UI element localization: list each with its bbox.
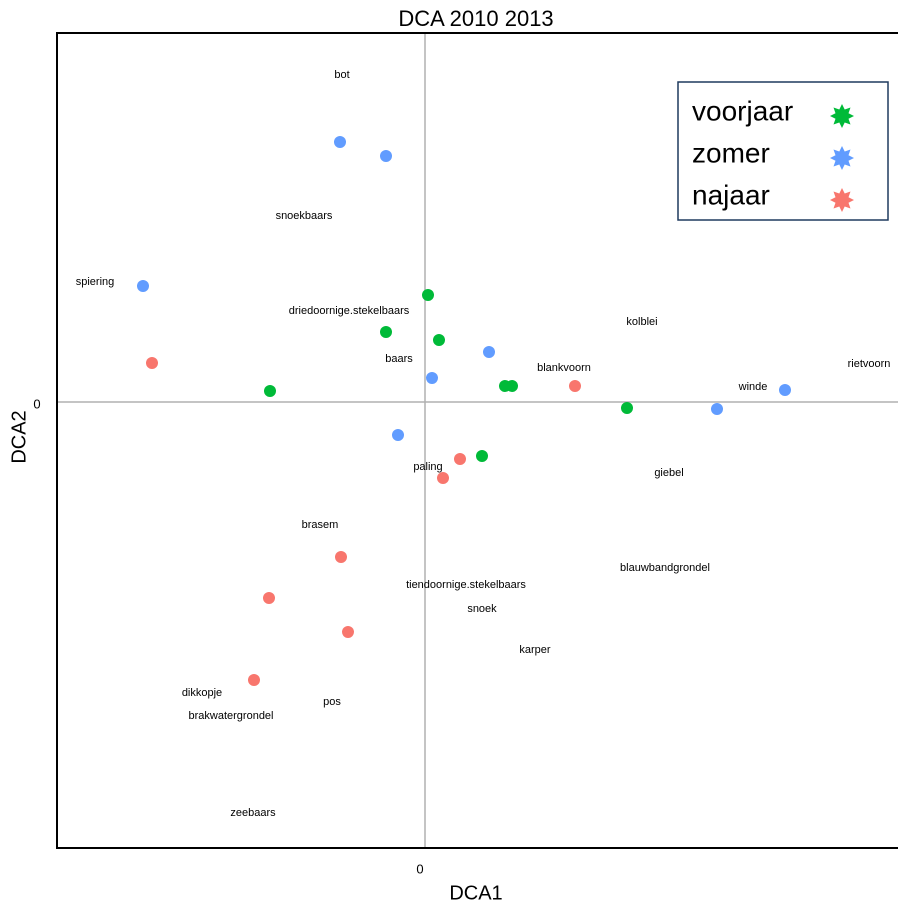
legend-label: voorjaar xyxy=(692,95,793,126)
species-label: spiering xyxy=(76,276,115,288)
species-label: brakwatergrondel xyxy=(189,710,274,722)
species-label: snoek xyxy=(467,603,497,615)
point xyxy=(263,592,275,604)
species-label: blankvoorn xyxy=(537,362,591,374)
point xyxy=(437,472,449,484)
point xyxy=(621,402,633,414)
point xyxy=(476,450,488,462)
point xyxy=(334,136,346,148)
legend-label: zomer xyxy=(692,137,770,168)
legend-box xyxy=(677,81,889,221)
x-tick-label: 0 xyxy=(416,861,423,876)
legend: voorjaar zomer najaar xyxy=(677,81,889,221)
species-label: zeebaars xyxy=(230,807,276,819)
species-label: snoekbaars xyxy=(276,210,333,222)
point xyxy=(137,280,149,292)
point xyxy=(248,674,260,686)
species-label: tiendoornige.stekelbaars xyxy=(406,579,526,591)
legend-marker xyxy=(830,104,854,128)
species-label: brasem xyxy=(302,519,339,531)
point xyxy=(335,551,347,563)
species-label: winde xyxy=(738,381,768,393)
species-label: bot xyxy=(334,69,349,81)
x-axis-label: DCA1 xyxy=(449,882,502,904)
point xyxy=(506,380,518,392)
point xyxy=(426,372,438,384)
point xyxy=(483,346,495,358)
legend-marker xyxy=(830,146,854,170)
species-label: rietvoorn xyxy=(848,358,891,370)
legend-marker xyxy=(830,188,854,212)
y-tick-label: 0 xyxy=(33,396,40,411)
point xyxy=(569,380,581,392)
point xyxy=(264,385,276,397)
point xyxy=(392,429,404,441)
point xyxy=(433,334,445,346)
point xyxy=(342,626,354,638)
chart-title: DCA 2010 2013 xyxy=(398,6,553,31)
legend-label: najaar xyxy=(692,179,770,210)
species-label: driedoornige.stekelbaars xyxy=(289,305,410,317)
species-label: baars xyxy=(385,353,413,365)
species-label: karper xyxy=(519,644,551,656)
species-label: pos xyxy=(323,696,341,708)
point xyxy=(146,357,158,369)
point xyxy=(380,326,392,338)
species-label: blauwbandgrondel xyxy=(620,562,710,574)
point xyxy=(422,289,434,301)
species-label: paling xyxy=(413,461,442,473)
species-label: dikkopje xyxy=(182,687,222,699)
species-label: giebel xyxy=(654,467,683,479)
species-label: kolblei xyxy=(626,316,657,328)
point xyxy=(711,403,723,415)
point xyxy=(779,384,791,396)
point xyxy=(380,150,392,162)
plot-frame xyxy=(56,32,898,849)
point xyxy=(454,453,466,465)
y-axis-label: DCA2 xyxy=(8,410,30,463)
